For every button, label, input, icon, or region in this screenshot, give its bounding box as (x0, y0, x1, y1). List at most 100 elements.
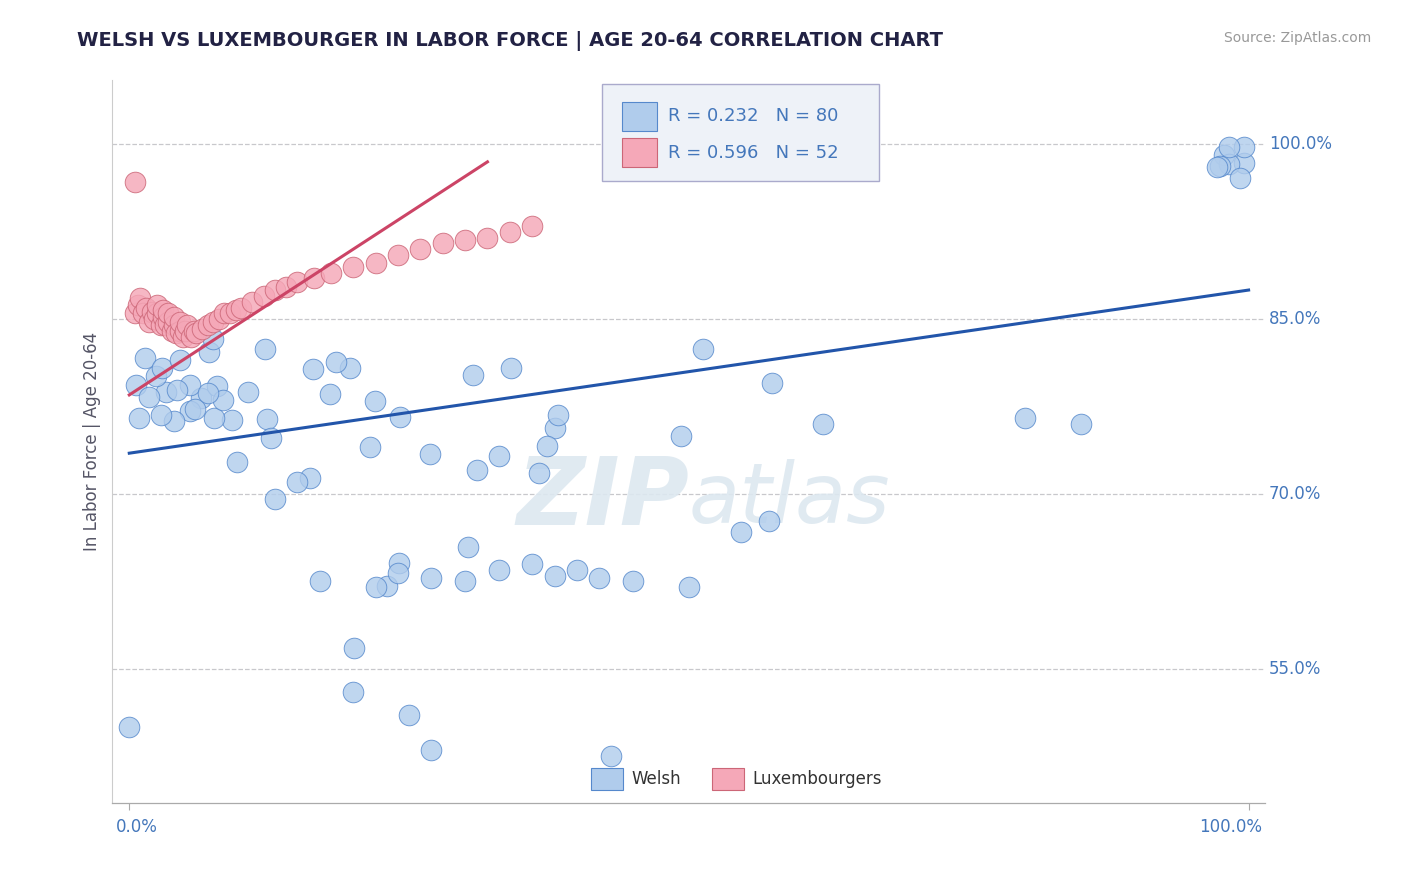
Point (207, 379, 229, 393)
Point (127, 298, 149, 312)
Point (671, 429, 693, 443)
Text: 0.0%: 0.0% (115, 818, 157, 836)
Point (180, 329, 202, 343)
Point (153, 318, 176, 332)
FancyBboxPatch shape (603, 84, 879, 181)
Point (169, 353, 191, 368)
Point (301, 362, 323, 376)
Text: 70.0%: 70.0% (1268, 485, 1322, 503)
Point (285, 275, 308, 289)
Point (308, 574, 330, 589)
Point (342, 260, 364, 274)
Text: 85.0%: 85.0% (1268, 310, 1322, 328)
Point (197, 386, 219, 401)
Text: Welsh: Welsh (631, 770, 681, 788)
Text: R = 0.596   N = 52: R = 0.596 N = 52 (668, 144, 839, 161)
Point (252, 289, 274, 303)
Point (160, 324, 183, 338)
Point (157, 314, 180, 328)
Point (152, 302, 174, 317)
Point (1218, 156, 1240, 170)
Point (256, 412, 278, 426)
Point (138, 390, 160, 404)
Point (588, 571, 610, 585)
Point (225, 302, 247, 317)
Point (129, 291, 152, 305)
Point (499, 225, 522, 239)
Point (183, 324, 205, 338)
Point (128, 411, 150, 425)
Point (118, 720, 141, 734)
Point (125, 378, 148, 392)
Point (142, 312, 165, 326)
Point (172, 329, 194, 343)
Point (208, 312, 231, 326)
Point (477, 230, 499, 244)
Point (432, 236, 454, 251)
Point (145, 369, 167, 384)
Bar (621, 138, 657, 167)
Point (197, 318, 219, 332)
Point (318, 387, 340, 401)
Point (522, 557, 544, 571)
Point (190, 392, 212, 406)
Point (1206, 160, 1229, 174)
Text: WELSH VS LUXEMBOURGER IN LABOR FORCE | AGE 20-64 CORRELATION CHART: WELSH VS LUXEMBOURGER IN LABOR FORCE | A… (77, 31, 943, 51)
Point (219, 306, 242, 320)
Point (202, 411, 225, 425)
Point (1233, 140, 1256, 154)
Point (299, 470, 322, 484)
Point (202, 314, 225, 328)
Point (134, 351, 156, 366)
Point (457, 540, 479, 554)
Point (398, 708, 420, 723)
Point (225, 455, 247, 469)
Point (135, 301, 157, 315)
Point (522, 219, 544, 233)
Text: atlas: atlas (689, 458, 890, 540)
Point (163, 318, 186, 332)
Point (621, 574, 644, 589)
Point (389, 410, 412, 425)
Point (146, 306, 169, 320)
Point (387, 248, 409, 262)
Point (274, 279, 297, 293)
Point (169, 314, 191, 328)
Point (179, 378, 201, 392)
Y-axis label: In Labor Force | Age 20-64: In Labor Force | Age 20-64 (83, 332, 101, 551)
Point (191, 321, 214, 335)
Point (201, 332, 224, 346)
Point (339, 360, 361, 375)
Point (124, 175, 146, 189)
Point (146, 298, 169, 312)
Point (758, 514, 780, 528)
Bar (621, 102, 657, 131)
Point (692, 342, 714, 356)
Point (214, 306, 236, 320)
Point (343, 641, 366, 656)
Point (325, 355, 347, 369)
Point (543, 568, 565, 582)
Point (529, 466, 551, 480)
Point (149, 318, 172, 332)
Point (254, 342, 277, 356)
Point (342, 685, 364, 699)
Point (1070, 417, 1092, 431)
Point (359, 441, 381, 455)
Point (488, 450, 510, 464)
Point (363, 394, 385, 409)
Bar (591, 768, 623, 789)
Point (547, 408, 569, 422)
Point (488, 563, 510, 577)
Point (599, 749, 621, 764)
Point (157, 306, 180, 320)
Point (387, 556, 409, 570)
Point (813, 417, 835, 431)
Point (174, 324, 197, 338)
Point (165, 326, 187, 341)
Point (302, 271, 325, 285)
Point (761, 376, 783, 390)
Point (364, 256, 387, 270)
Point (1014, 411, 1036, 425)
Point (544, 421, 567, 435)
